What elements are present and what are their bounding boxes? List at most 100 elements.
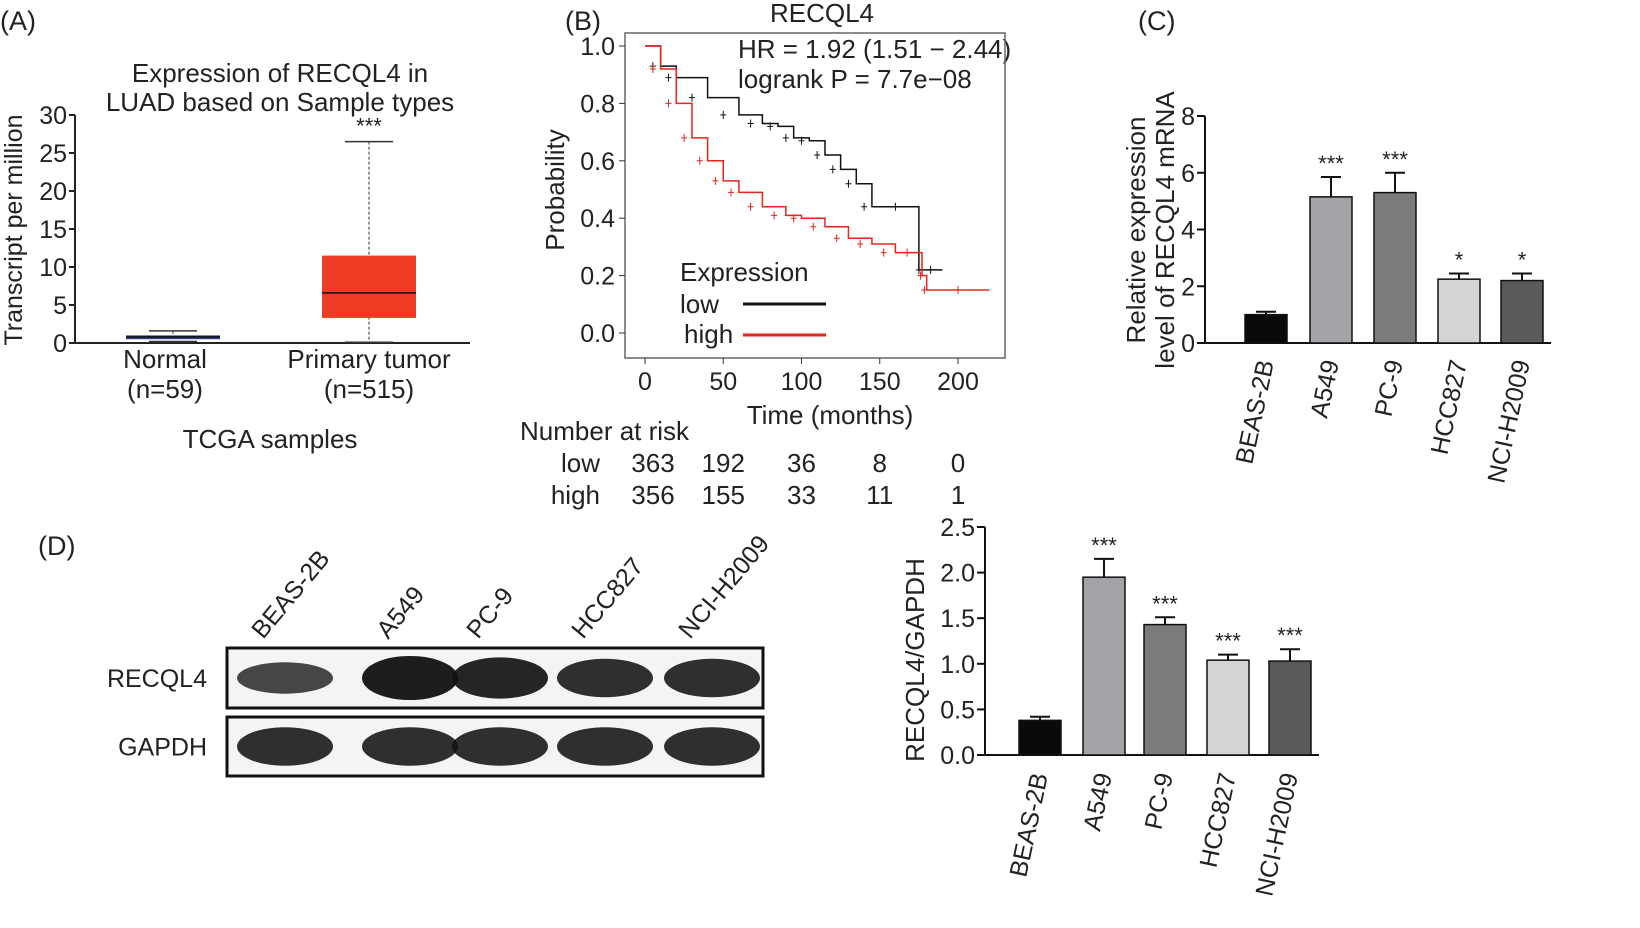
d-category-label: PC-9	[1140, 770, 1179, 832]
d-ytick-label: 1.0	[940, 651, 975, 679]
b-censor-mark	[814, 151, 821, 160]
c-category-label: PC-9	[1370, 357, 1409, 419]
d-category-label: NCI-H2009	[1250, 770, 1303, 898]
c-bar	[1437, 278, 1481, 344]
blot-band	[664, 658, 760, 698]
b-ytick-label: 0.0	[580, 320, 615, 348]
b-risk-value: 1	[951, 480, 965, 510]
b-curve-low	[645, 45, 943, 271]
panel-b-km-plot: 0.0 0.2 0.4 0.6 0.8 1.0 0 50 100 150 200 363 192 36 8 0…	[580, 32, 1006, 510]
b-censor-mark	[665, 99, 672, 108]
d-category-label: BEAS-2B	[1005, 770, 1054, 879]
a-ytick-label: 20	[39, 178, 67, 206]
b-xtick-label: 200	[937, 368, 979, 396]
b-censor-mark	[790, 214, 797, 223]
b-legend-title: Expression	[680, 257, 809, 287]
b-censor-mark	[681, 133, 688, 142]
c-bar	[1500, 279, 1544, 344]
b-risk-high-label: high	[551, 480, 600, 510]
b-censor-mark	[955, 285, 961, 294]
b-ylabel: Probability	[540, 129, 570, 250]
d-significance: ***	[1152, 591, 1178, 616]
d-ytick-label: 2.5	[940, 514, 975, 542]
c-ytick-label: 6	[1181, 160, 1195, 188]
c-significance: ***	[1318, 151, 1344, 176]
b-risk-value: 36	[787, 448, 816, 478]
blot-lane-label: PC-9	[461, 582, 519, 644]
panel-label-c: (C)	[1138, 6, 1175, 36]
b-censor-mark	[747, 119, 754, 128]
b-risk-low-label: low	[561, 448, 600, 478]
blot-lane-label: BEAS-2B	[246, 545, 335, 644]
panel-label-b: (B)	[565, 6, 601, 36]
b-xlabel: Time (months)	[747, 400, 914, 430]
b-censor-mark	[649, 64, 656, 73]
b-risk-value: 8	[873, 448, 887, 478]
a-ytick-label: 0	[53, 330, 67, 358]
d-significance: ***	[1091, 533, 1117, 558]
c-category-label: NCI-H2009	[1482, 357, 1535, 485]
c-bar	[1373, 191, 1417, 344]
a-group-label: Primary tumor	[287, 344, 451, 374]
d-ytick-label: 0.5	[940, 696, 975, 724]
a-ytick-label: 5	[53, 292, 67, 320]
blot-lane-label: A549	[371, 581, 430, 644]
b-risk-value: 356	[631, 480, 674, 510]
b-censor-mark	[771, 211, 778, 220]
b-curve-high	[645, 45, 990, 291]
b-censor-mark	[921, 285, 928, 294]
d-significance: ***	[1277, 623, 1303, 648]
b-censor-mark	[833, 234, 840, 243]
b-hr-text: HR = 1.92 (1.51 − 2.44)	[738, 34, 1011, 64]
b-title: RECQL4	[770, 0, 874, 28]
b-censor-mark	[904, 248, 911, 257]
b-risk-value: 33	[787, 480, 816, 510]
a-title-1: Expression of RECQL4 in	[132, 58, 428, 88]
blot-band	[557, 727, 653, 766]
c-ytick-label: 2	[1181, 273, 1195, 301]
b-censor-mark	[917, 271, 924, 280]
panel-label-d: (D)	[38, 531, 75, 561]
blot-band	[664, 727, 760, 766]
a-xlabel: TCGA samples	[183, 424, 358, 454]
blot-band	[237, 727, 333, 766]
d-bar	[1018, 719, 1062, 756]
b-censor-mark	[927, 265, 934, 274]
d-bar	[1082, 576, 1126, 756]
b-censor-mark	[861, 202, 868, 211]
blot-band	[362, 656, 458, 700]
blot-band	[362, 727, 458, 766]
b-censor-mark	[767, 122, 774, 131]
c-category-label: BEAS-2B	[1231, 357, 1280, 466]
b-plot-frame	[624, 32, 1006, 359]
b-xtick-label: 100	[781, 368, 823, 396]
b-censor-mark	[915, 265, 922, 274]
c-ylabel-1: Relative expression	[1121, 117, 1151, 344]
blot-band	[452, 727, 548, 766]
blot-band	[557, 658, 653, 698]
d-category-label: A549	[1078, 770, 1118, 833]
c-ytick-label: 8	[1181, 103, 1195, 131]
b-xtick-label: 150	[859, 368, 901, 396]
d-significance: ***	[1215, 629, 1241, 654]
b-censor-mark	[688, 93, 695, 102]
a-ytick-label: 25	[39, 140, 67, 168]
d-ylabel: RECQL4/GAPDH	[900, 558, 930, 762]
b-ytick-label: 0.8	[580, 90, 615, 118]
b-legend-low: low	[680, 289, 719, 319]
b-risk-value: 363	[631, 448, 674, 478]
b-ytick-label: 0.4	[580, 205, 615, 233]
a-group-n: (n=515)	[324, 374, 414, 404]
western-blot: BEAS-2B A549 PC-9 HCC827 NCI-H2009 RECQL4 GAPD…	[107, 530, 775, 778]
b-censor-mark	[880, 248, 887, 257]
blot-band	[237, 662, 333, 694]
c-ylabel-2: level of RECQL4 mRNA	[1150, 91, 1180, 369]
b-censor-mark	[810, 222, 817, 231]
b-censor-mark	[720, 110, 727, 119]
d-ytick-label: 2.0	[940, 560, 975, 588]
b-censor-mark	[696, 156, 703, 165]
panel-a-boxplot: 0 5 10 15 20 25 30 Normal(n=59) *** Primary tumor…	[39, 102, 470, 404]
c-significance: *	[1518, 247, 1527, 272]
panel-c-bar-chart: 0 2 4 6 8 BEAS-2B *** A549 *** PC-9 * HCC827 * NCI-H2…	[1181, 103, 1551, 486]
